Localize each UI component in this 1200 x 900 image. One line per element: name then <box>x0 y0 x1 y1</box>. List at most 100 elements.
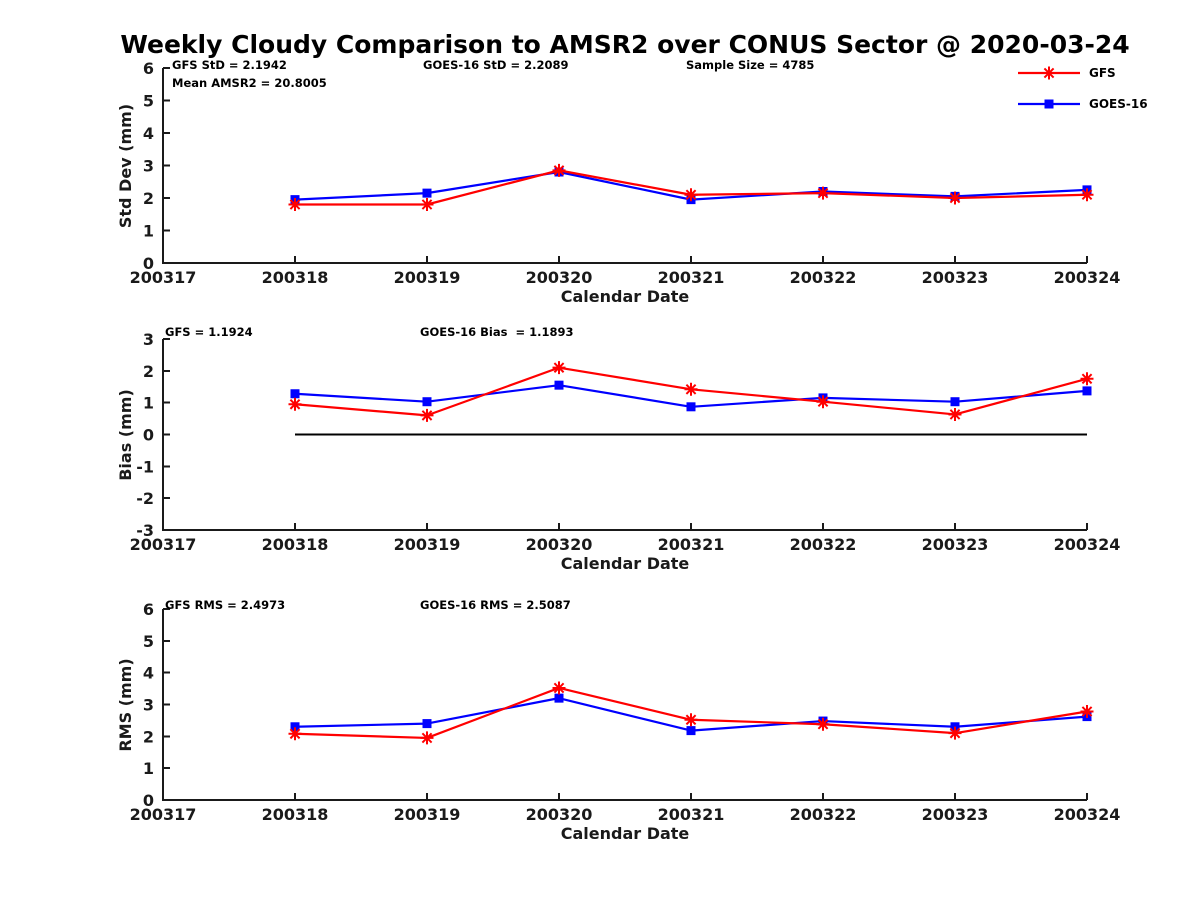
star-marker <box>552 163 566 177</box>
x-tick-label: 200319 <box>394 535 461 554</box>
star-marker <box>420 408 434 422</box>
x-tick-label: 200321 <box>658 805 725 824</box>
x-tick-label: 200318 <box>262 535 329 554</box>
y-tick-label: 2 <box>143 189 154 208</box>
y-tick-label: 2 <box>143 727 154 746</box>
y-tick-label: 4 <box>143 664 154 683</box>
y-tick-label: 0 <box>143 791 154 810</box>
star-marker <box>288 198 302 211</box>
star-marker <box>1080 372 1094 386</box>
x-tick-label: 200324 <box>1054 535 1121 554</box>
y-tick-label: 2 <box>143 362 154 381</box>
xlabel-bias: Calendar Date <box>560 554 690 573</box>
star-marker <box>288 727 302 741</box>
y-tick-label: -1 <box>136 457 154 476</box>
x-tick-label: 200320 <box>526 805 593 824</box>
y-tick-label: 4 <box>143 124 154 143</box>
y-tick-label: -2 <box>136 489 154 508</box>
gfs-line-star-icon <box>1018 66 1080 80</box>
x-tick-label: 200317 <box>130 805 197 824</box>
y-tick-label: 6 <box>143 59 154 78</box>
legend-label-gfs: GFS <box>1089 66 1116 80</box>
square-marker <box>554 693 564 703</box>
legend: GFS GOES-16 <box>1016 65 1148 127</box>
stat-mean-amsr2: Mean AMSR2 = 20.8005 <box>172 76 327 90</box>
star-marker <box>1080 705 1094 719</box>
star-marker <box>1042 66 1056 80</box>
stat-goes-bias: GOES-16 Bias = 1.1893 <box>420 325 574 339</box>
star-marker <box>816 395 830 409</box>
stat-goes-std: GOES-16 StD = 2.2089 <box>423 58 569 72</box>
subplot-rms: 0 1 2 3 4 5 6 200317 200318 200319 200320 200321 200… <box>130 600 1121 824</box>
y-tick-label: 3 <box>143 696 154 715</box>
ylabel-rms: RMS (mm) <box>116 658 135 752</box>
x-tick-label: 200320 <box>526 535 593 554</box>
square-marker <box>422 719 432 729</box>
y-tick-label: 5 <box>143 632 154 651</box>
star-marker <box>948 407 962 421</box>
stat-goes-rms: GOES-16 RMS = 2.5087 <box>420 598 571 612</box>
xlabel-std-dev: Calendar Date <box>560 287 690 306</box>
y-tick-label: 5 <box>143 92 154 111</box>
square-marker <box>1082 386 1092 396</box>
y-tick-label: 0 <box>143 254 154 273</box>
square-marker <box>290 389 300 399</box>
x-tick-label: 200317 <box>130 535 197 554</box>
square-marker <box>950 397 960 407</box>
x-tick-label: 200322 <box>790 805 857 824</box>
x-tick-label: 200321 <box>658 535 725 554</box>
y-tick-label: 3 <box>143 330 154 349</box>
star-marker <box>684 188 698 202</box>
y-tick-label: 1 <box>143 222 154 241</box>
star-marker <box>816 186 830 200</box>
stat-gfs-bias: GFS = 1.1924 <box>165 325 253 339</box>
y-tick-label: 6 <box>143 600 154 619</box>
stat-sample-size: Sample Size = 4785 <box>686 58 815 72</box>
square-marker <box>686 402 696 412</box>
x-tick-label: 200321 <box>658 268 725 287</box>
legend-item-gfs: GFS <box>1016 65 1148 81</box>
xlabel-rms: Calendar Date <box>560 824 690 843</box>
x-tick-label: 200322 <box>790 268 857 287</box>
x-tick-label: 200324 <box>1054 805 1121 824</box>
square-marker <box>554 380 564 390</box>
x-tick-label: 200324 <box>1054 268 1121 287</box>
x-tick-label: 200323 <box>922 805 989 824</box>
square-marker <box>1044 99 1054 109</box>
y-tick-label: 1 <box>143 394 154 413</box>
ylabel-std-dev: Std Dev (mm) <box>116 103 135 229</box>
square-marker <box>686 726 696 736</box>
subplot-bias: -3 -2 -1 0 1 2 3 200317 200318 200319 200320 200321… <box>130 330 1121 554</box>
y-tick-label: -3 <box>136 521 154 540</box>
y-tick-label: 1 <box>143 759 154 778</box>
x-tick-label: 200318 <box>262 805 329 824</box>
y-tick-label: 3 <box>143 157 154 176</box>
star-marker <box>948 726 962 740</box>
x-tick-label: 200319 <box>394 805 461 824</box>
star-marker <box>684 382 698 396</box>
figure-title: Weekly Cloudy Comparison to AMSR2 over C… <box>120 30 1130 59</box>
stat-gfs-rms: GFS RMS = 2.4973 <box>165 598 286 612</box>
y-tick-label: 0 <box>143 426 154 445</box>
star-marker <box>420 731 434 745</box>
legend-label-goes16: GOES-16 <box>1089 97 1148 111</box>
star-marker <box>948 191 962 205</box>
ylabel-bias: Bias (mm) <box>116 389 135 481</box>
star-marker <box>288 397 302 411</box>
star-marker <box>420 198 434 211</box>
subplot-std-dev: 0 1 2 3 4 5 6 200317 200318 200319 200320 200321 200… <box>130 59 1121 287</box>
square-marker <box>422 188 432 198</box>
x-tick-label: 200322 <box>790 535 857 554</box>
x-tick-label: 200323 <box>922 535 989 554</box>
square-marker <box>290 722 300 732</box>
x-tick-label: 200319 <box>394 268 461 287</box>
goes16-line-square-icon <box>1018 99 1080 109</box>
star-marker <box>684 713 698 727</box>
star-marker <box>552 361 566 375</box>
star-marker <box>1080 188 1094 202</box>
star-marker <box>552 681 566 695</box>
x-tick-label: 200320 <box>526 268 593 287</box>
star-marker <box>816 717 830 731</box>
